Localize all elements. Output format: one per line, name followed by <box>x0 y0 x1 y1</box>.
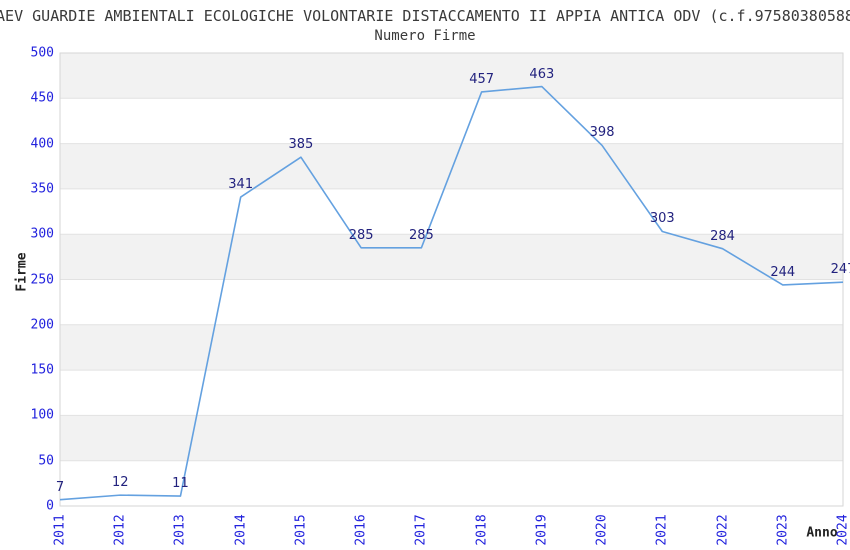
x-tick-label: 2020 <box>594 514 610 546</box>
plot-band <box>60 234 843 280</box>
chart-subtitle: Numero Firme <box>374 28 476 44</box>
x-tick-label: 2017 <box>413 514 429 546</box>
y-tick-label: 200 <box>30 317 54 333</box>
data-label: 247 <box>830 262 850 278</box>
x-tick-label: 2012 <box>112 514 128 546</box>
data-label: 457 <box>469 71 495 87</box>
x-tick-label: 2014 <box>233 514 249 546</box>
x-tick-label: 2015 <box>293 514 309 546</box>
line-series <box>59 85 844 501</box>
data-label: 11 <box>172 476 189 492</box>
plot-band <box>60 415 843 461</box>
y-tick-label: 300 <box>30 226 54 242</box>
x-tick-label: 2022 <box>715 514 731 546</box>
data-label: 12 <box>111 475 129 491</box>
y-tick-label: 50 <box>38 453 54 469</box>
y-tick-label: 0 <box>46 498 54 514</box>
x-tick-label: 2018 <box>474 514 490 546</box>
data-label: 244 <box>770 264 796 280</box>
x-axis-label: Anno <box>806 525 838 541</box>
y-tick-label: 400 <box>30 136 54 152</box>
data-label: 285 <box>348 227 374 243</box>
plot-border <box>59 52 844 507</box>
y-tick-label: 100 <box>30 407 54 423</box>
plot-band <box>60 143 843 189</box>
data-label: 398 <box>589 125 615 141</box>
x-tick-label: 2021 <box>654 514 670 546</box>
y-tick-label: 500 <box>30 45 54 61</box>
y-tick-label: 450 <box>30 90 54 106</box>
x-tick-label: 2013 <box>172 514 188 546</box>
chart-title: AEV GUARDIE AMBIENTALI ECOLOGICHE VOLONT… <box>0 7 850 25</box>
x-tick-label: 2011 <box>52 514 68 546</box>
plot-band <box>60 53 843 99</box>
data-label: 385 <box>288 137 314 153</box>
y-tick-label: 150 <box>30 362 54 378</box>
x-tick-label: 2023 <box>775 514 791 546</box>
x-tick-label: 2019 <box>534 514 550 546</box>
x-tick-label: 2016 <box>353 514 369 546</box>
data-label: 7 <box>55 479 65 495</box>
data-label: 284 <box>710 228 735 244</box>
data-label: 341 <box>228 177 254 193</box>
data-label: 303 <box>649 211 675 227</box>
plot-band <box>60 324 843 371</box>
y-tick-label: 350 <box>30 181 54 197</box>
x-tick-label: 2024 <box>835 514 850 546</box>
data-label: 463 <box>529 66 555 82</box>
y-tick-label: 250 <box>30 272 54 287</box>
data-label: 285 <box>408 227 434 243</box>
